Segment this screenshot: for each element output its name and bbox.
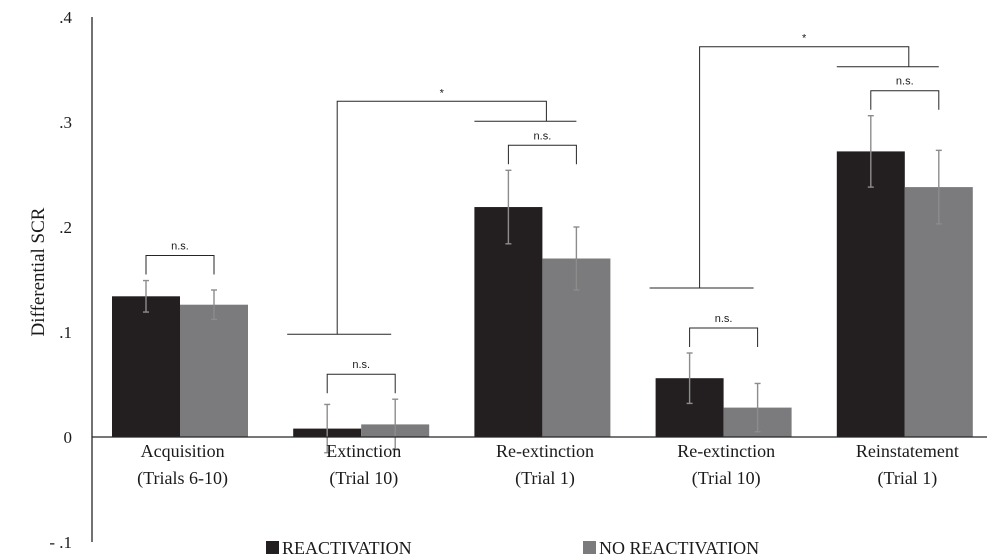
significance-bracket: [326, 373, 396, 394]
significance-bracket: [507, 144, 577, 165]
y-tick-label: .1: [59, 323, 72, 342]
y-tick-label: 0: [64, 428, 73, 447]
bar: [180, 304, 248, 437]
category-label: Acquisition: [141, 441, 225, 461]
category-label: (Trial 10): [329, 468, 398, 489]
bar: [904, 187, 973, 437]
y-tick-label: .2: [59, 218, 72, 237]
significance-bracket: [699, 46, 910, 288]
significance-label: *: [802, 33, 807, 45]
y-axis-label: Differential SCR: [28, 207, 49, 336]
significance-bracket: [689, 327, 759, 347]
category-label: Extinction: [326, 441, 401, 461]
y-tick-label: .4: [59, 8, 72, 27]
legend-swatch: [266, 541, 279, 554]
bar: [474, 207, 543, 437]
bar: [836, 151, 905, 437]
category-label: (Trials 6-10): [137, 468, 228, 489]
significance-label: *: [440, 87, 445, 99]
category-label: (Trial 10): [692, 468, 761, 489]
legend-label: NO REACTIVATION: [599, 538, 759, 558]
significance-label: n.s.: [352, 359, 370, 371]
significance-label: n.s.: [715, 313, 733, 325]
category-label: (Trial 1): [515, 468, 575, 489]
category-label: Re-extinction: [677, 441, 775, 461]
legend-item: NO REACTIVATION: [583, 538, 759, 558]
significance-label: n.s.: [171, 241, 189, 253]
significance-bracket: [870, 90, 940, 110]
significance-label: n.s.: [534, 130, 552, 142]
legend-label: REACTIVATION: [282, 538, 412, 558]
y-tick-label: .3: [59, 113, 72, 132]
y-tick-label: - .1: [49, 533, 72, 552]
category-label: (Trial 1): [877, 468, 937, 489]
legend-swatch: [583, 541, 596, 554]
category-label: Re-extinction: [496, 441, 594, 461]
category-label: Reinstatement: [856, 441, 959, 461]
significance-bracket: [145, 255, 215, 275]
bar: [112, 296, 180, 437]
legend-item: REACTIVATION: [266, 538, 412, 558]
significance-bracket: [336, 100, 547, 335]
significance-label: n.s.: [896, 76, 914, 88]
